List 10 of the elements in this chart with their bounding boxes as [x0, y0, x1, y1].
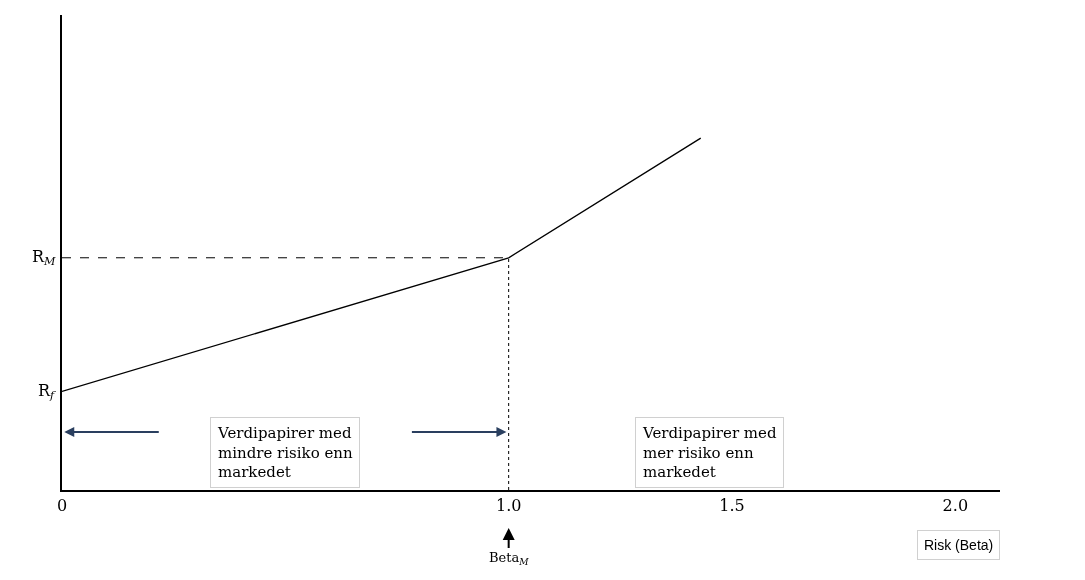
annotation: Verdipapirer med mer risiko enn markedet — [642, 424, 777, 481]
x-tick-label: 0 — [56, 495, 68, 515]
ref-line-label: R$_{M}$ — [32, 247, 57, 269]
text: Beta$_{M}$ — [489, 550, 530, 567]
annotation: R$_{f}$ — [38, 381, 57, 403]
x-tick-label: 2.0 — [942, 495, 969, 515]
x-tick-label: 1.5 — [719, 495, 745, 515]
annotation: Verdipapirer med mindre risiko enn markedet — [217, 424, 353, 481]
x-tick-label: 1.0 — [495, 495, 522, 515]
x-axis-title: Risk (Beta) — [924, 537, 994, 553]
